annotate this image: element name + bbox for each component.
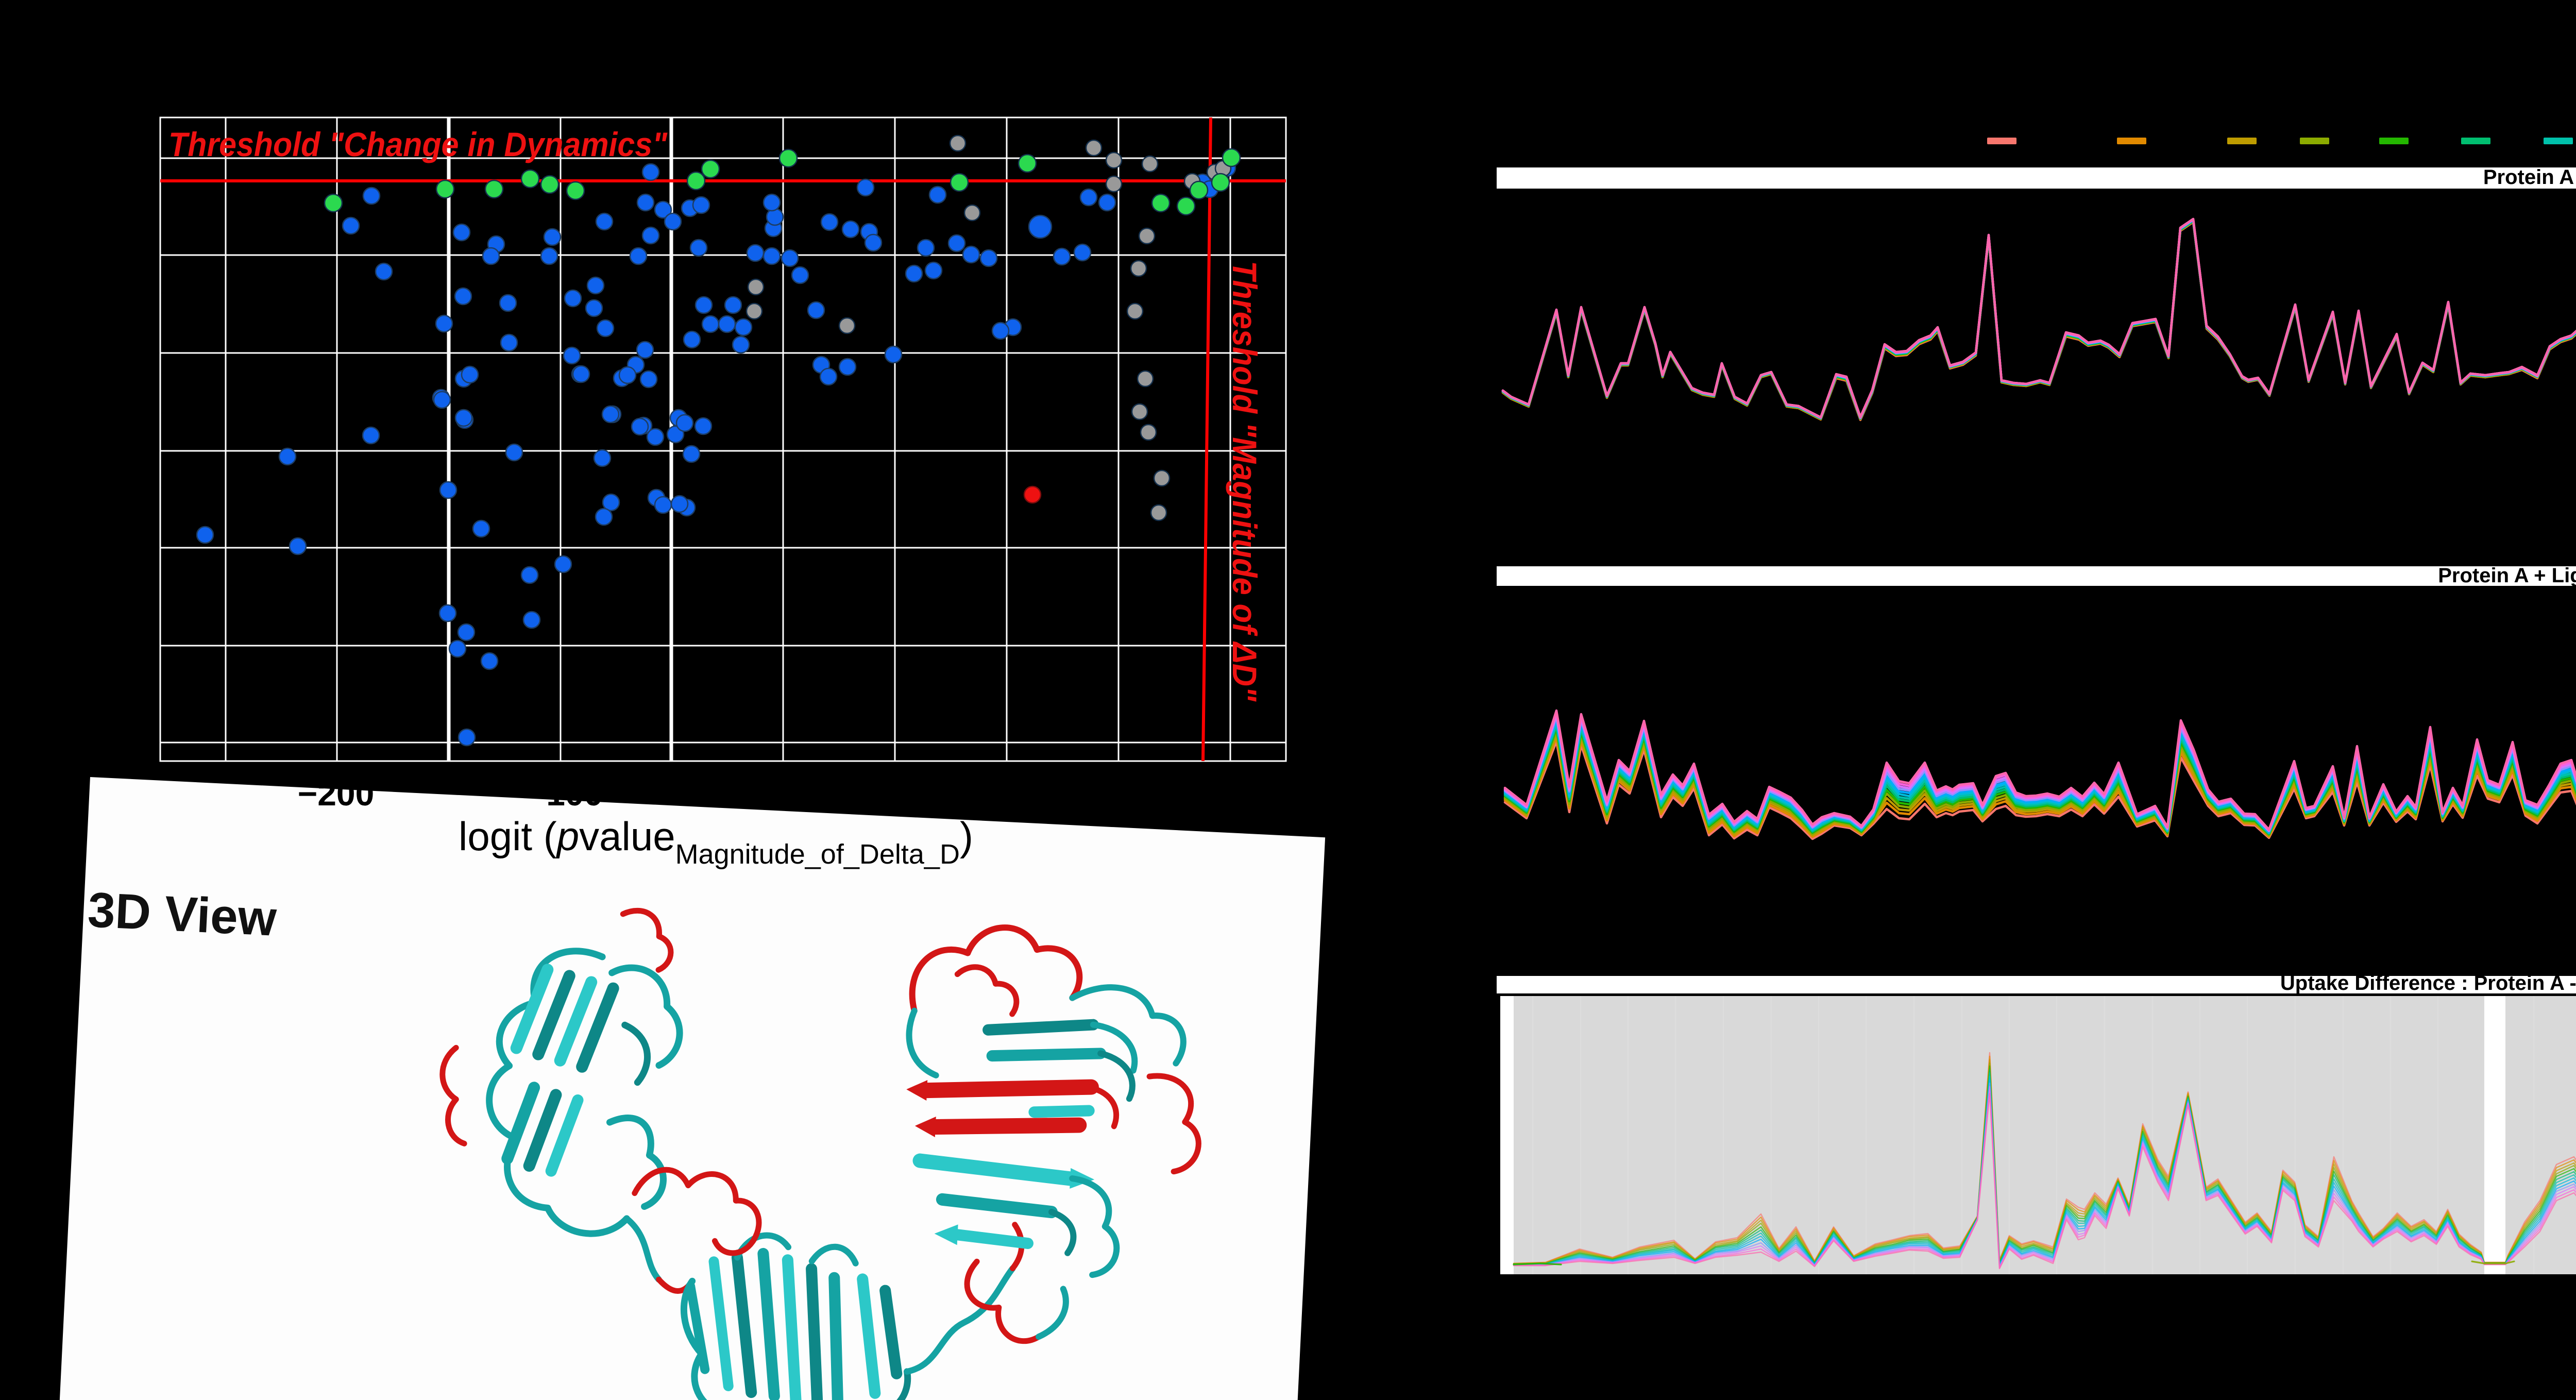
svg-text:Protein A + Ligand: Protein A + Ligand	[2438, 564, 2576, 587]
svg-text:−200: −200	[298, 774, 375, 813]
svg-text:Threshold "Magnitude of ΔD": Threshold "Magnitude of ΔD"	[1226, 261, 1264, 702]
svg-text:Threshold "Change in Dynamics": Threshold "Change in Dynamics"	[168, 125, 668, 163]
svg-text:−100: −100	[527, 774, 603, 813]
svg-text:Uptake Difference : Protein A: Uptake Difference : Protein A - (Protein…	[2280, 972, 2576, 994]
svg-text:Protein A: Protein A	[2483, 166, 2574, 189]
svg-text:3D View: 3D View	[87, 882, 278, 947]
